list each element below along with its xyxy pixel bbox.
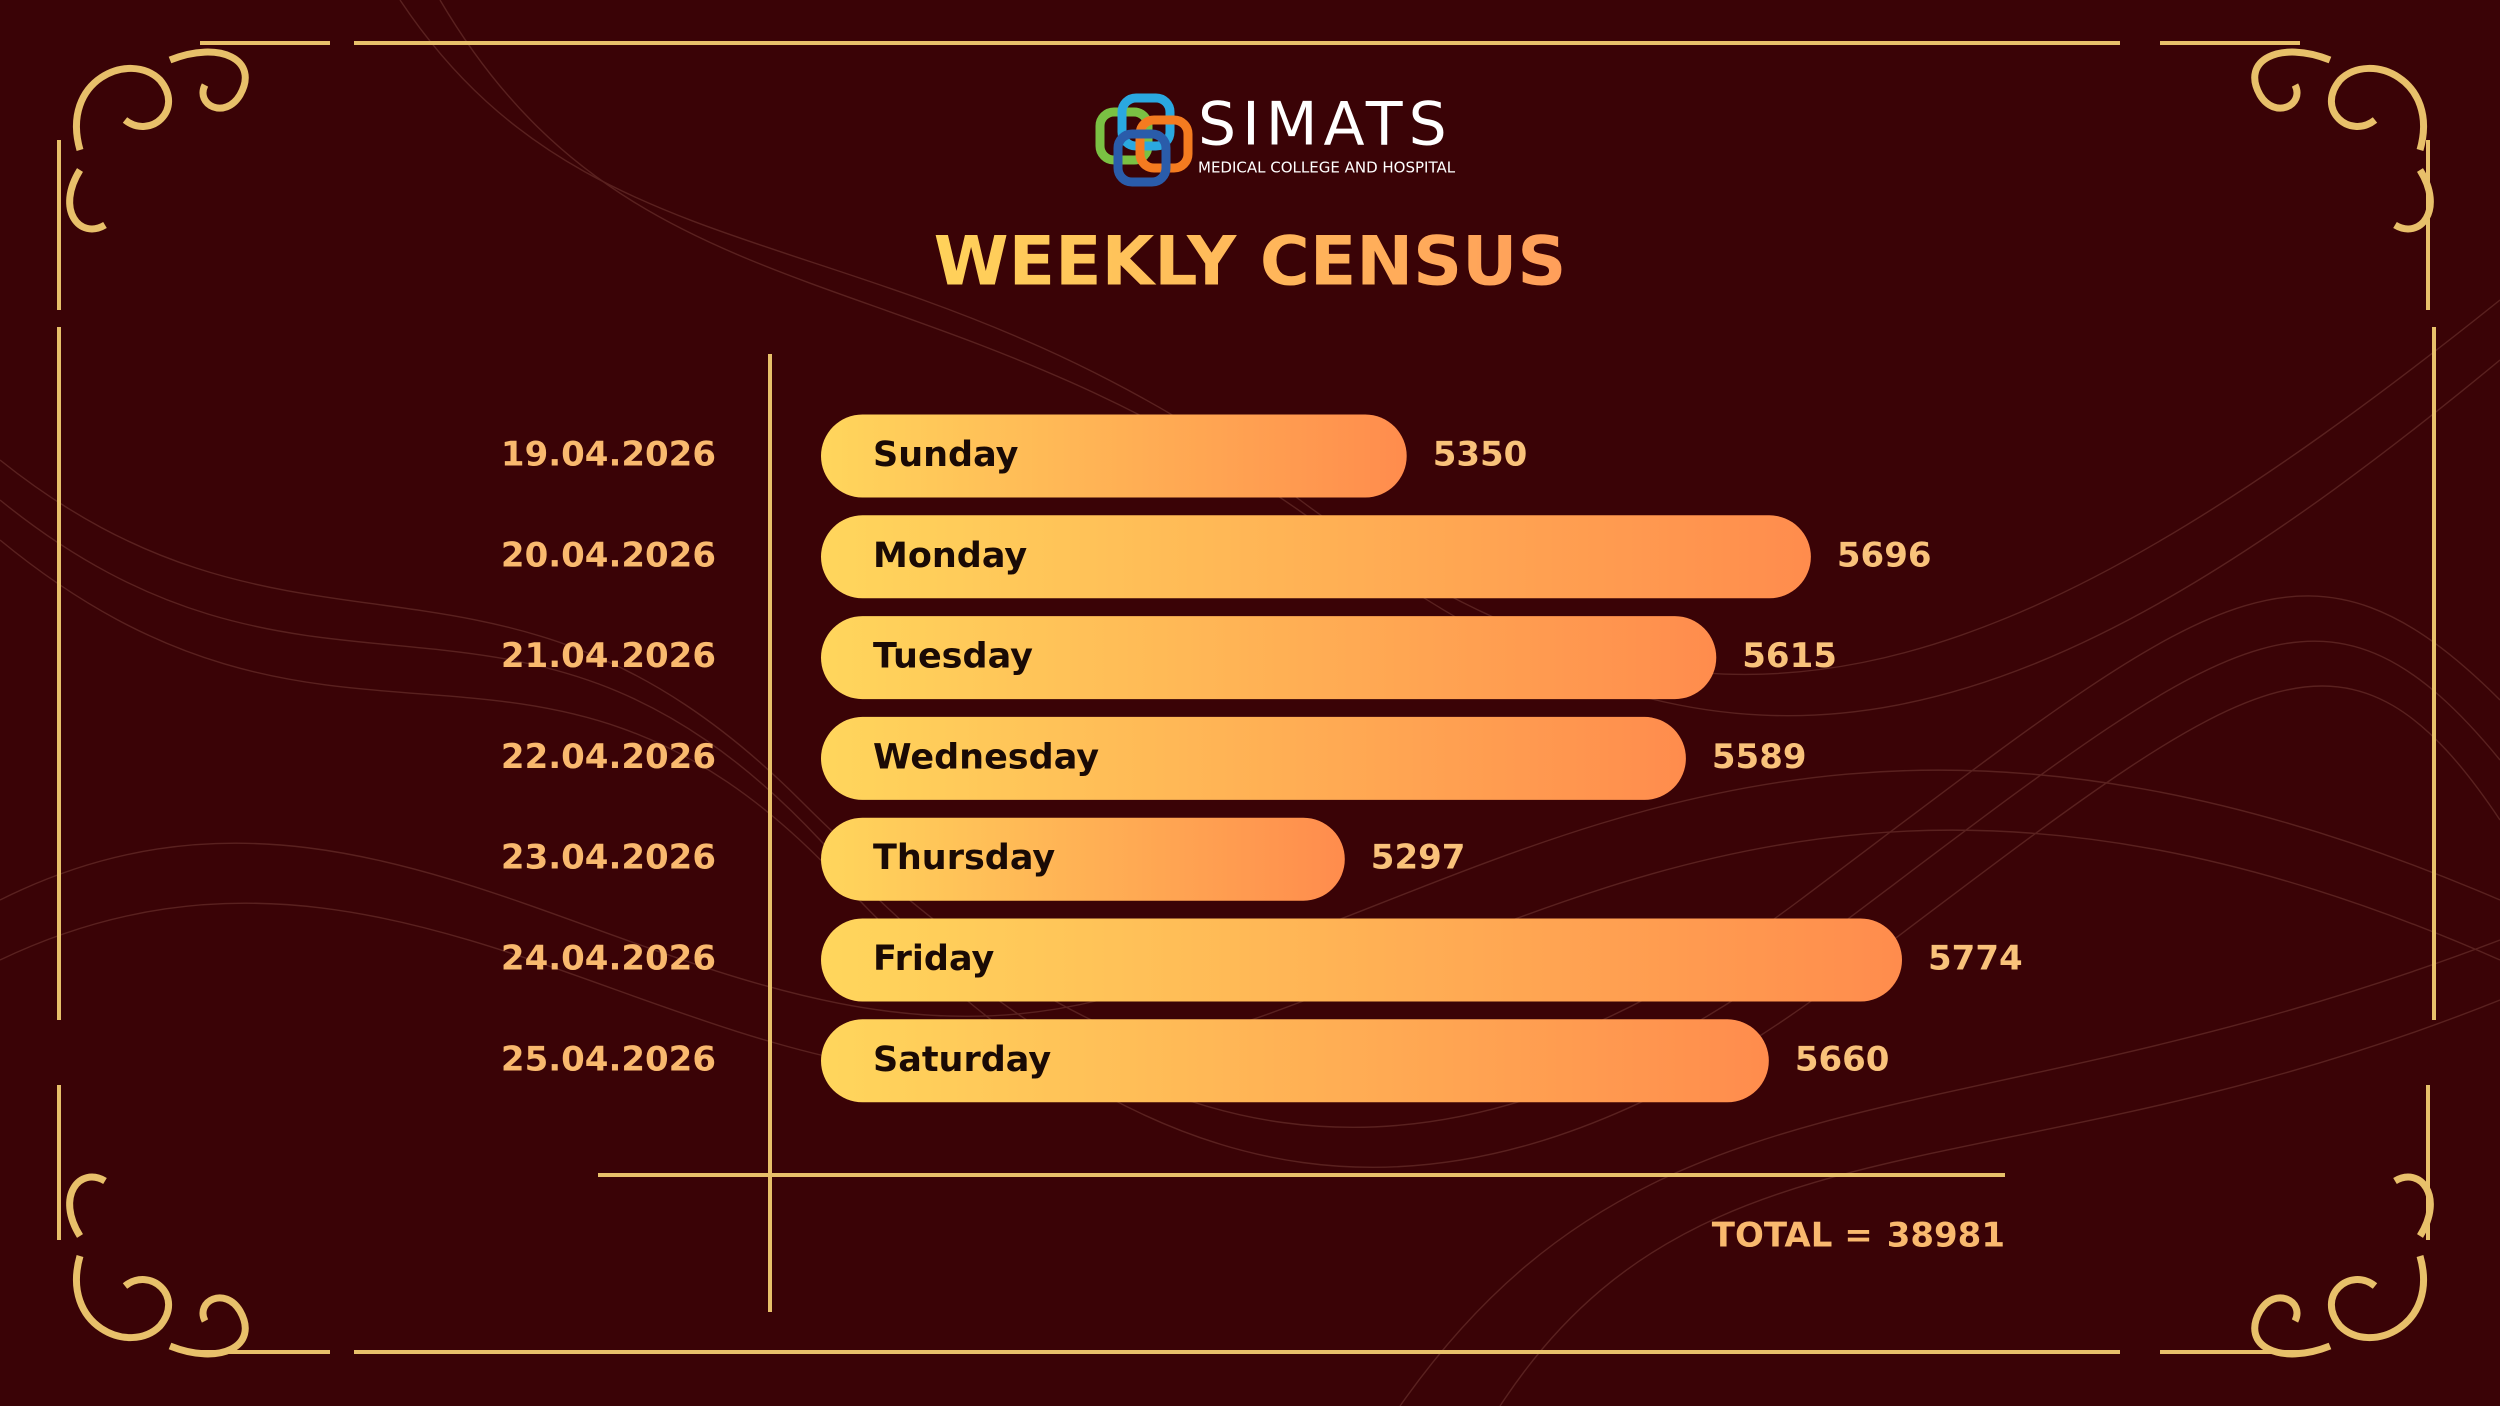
chart-title: WEEKLY CENSUS bbox=[934, 223, 1567, 302]
date-label: 22.04.2026 bbox=[501, 737, 716, 777]
logo-name: SIMATS bbox=[1198, 90, 1453, 160]
category-label: Thursday bbox=[873, 838, 1055, 878]
bar bbox=[821, 414, 1407, 498]
bar bbox=[821, 716, 1686, 800]
value-label: 5660 bbox=[1795, 1039, 1890, 1079]
value-label: 5696 bbox=[1837, 535, 1932, 575]
value-label: 5615 bbox=[1742, 636, 1837, 676]
bar bbox=[821, 515, 1811, 599]
bar bbox=[821, 817, 1345, 901]
date-label: 24.04.2026 bbox=[501, 939, 716, 979]
date-label: 25.04.2026 bbox=[501, 1039, 716, 1079]
total-label: TOTAL = bbox=[1712, 1216, 1873, 1256]
bar bbox=[821, 918, 1902, 1002]
category-label: Monday bbox=[873, 536, 1027, 576]
value-label: 5297 bbox=[1371, 838, 1466, 878]
logo-subtitle: MEDICAL COLLEGE AND HOSPITAL bbox=[1198, 159, 1456, 177]
date-label: 20.04.2026 bbox=[501, 535, 716, 575]
bar bbox=[821, 1019, 1769, 1103]
category-label: Wednesday bbox=[873, 737, 1099, 777]
category-label: Saturday bbox=[873, 1040, 1051, 1080]
value-label: 5774 bbox=[1928, 939, 2023, 979]
corner-ornaments bbox=[66, 48, 2434, 1358]
date-label: 23.04.2026 bbox=[501, 838, 716, 878]
category-label: Friday bbox=[873, 939, 995, 979]
bar bbox=[821, 616, 1717, 700]
logo-icon bbox=[1095, 93, 1193, 187]
total-value: 38981 bbox=[1887, 1216, 2005, 1256]
frame bbox=[57, 41, 2436, 1354]
date-label: 21.04.2026 bbox=[501, 636, 716, 676]
category-label: Sunday bbox=[873, 435, 1019, 475]
date-label: 19.04.2026 bbox=[501, 435, 716, 475]
category-label: Tuesday bbox=[873, 637, 1033, 677]
value-label: 5350 bbox=[1433, 435, 1528, 475]
value-label: 5589 bbox=[1712, 737, 1807, 777]
